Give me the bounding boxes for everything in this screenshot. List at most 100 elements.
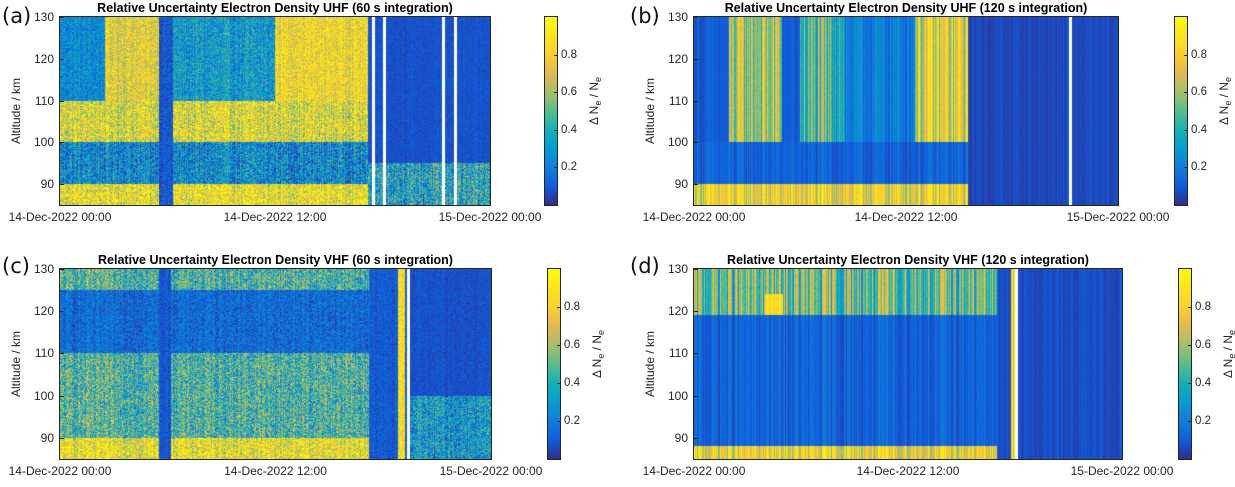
panel-label: (b) xyxy=(630,4,660,28)
x-tick-label: 15-Dec-2022 00:00 xyxy=(438,210,542,224)
colorbar-tick-label: 0.2 xyxy=(1195,415,1211,427)
colorbar-tick-label: 0.8 xyxy=(564,301,580,313)
y-tick-label: 130 xyxy=(667,262,688,276)
y-tick-mark xyxy=(694,17,698,18)
colorbar-tick-label: 0.6 xyxy=(1191,86,1207,99)
colorbar-tick-mark xyxy=(554,167,557,169)
colorbar-tick-mark xyxy=(1184,167,1187,169)
y-tick-label: 110 xyxy=(668,346,688,361)
colorbar-tick-mark xyxy=(557,421,560,422)
y-tick-label: 120 xyxy=(667,304,688,319)
y-axis-label: Altitude / km xyxy=(643,77,657,145)
chart-title: Relative Uncertainty Electron Density UH… xyxy=(97,1,453,15)
y-tick-label: 100 xyxy=(667,135,688,150)
colorbar-tick-mark xyxy=(557,307,560,308)
colorbar-tick-mark xyxy=(1184,92,1187,94)
heatmap-image xyxy=(694,269,1122,459)
colorbar-tick-mark xyxy=(557,345,560,346)
heatmap-image xyxy=(694,17,1118,205)
y-tick-mark xyxy=(694,395,698,397)
y-tick-mark xyxy=(60,269,64,270)
y-tick-label: 90 xyxy=(40,177,54,192)
colorbar xyxy=(1174,16,1188,206)
x-tick-label: 14-Dec-2022 12:00 xyxy=(856,464,960,478)
panel-label: (a) xyxy=(2,4,32,28)
y-tick-mark xyxy=(694,353,698,355)
y-tick-label: 120 xyxy=(33,304,54,319)
heatmap-plot-area xyxy=(693,268,1123,460)
y-axis-label: Altitude / km xyxy=(643,330,657,398)
x-tick-label: 14-Dec-2022 12:00 xyxy=(854,210,958,224)
y-tick-label: 120 xyxy=(33,51,54,66)
y-tick-label: 130 xyxy=(33,262,54,276)
colorbar xyxy=(547,268,561,460)
y-axis-label: Altitude / km xyxy=(9,330,23,398)
y-tick-mark xyxy=(60,58,64,60)
y-tick-mark xyxy=(694,437,698,439)
x-tick-label: 15-Dec-2022 00:00 xyxy=(1070,464,1174,478)
x-tick-label: 14-Dec-2022 00:00 xyxy=(642,464,746,478)
colorbar-tick-mark xyxy=(1188,307,1191,308)
colorbar-tick-label: 0.2 xyxy=(564,415,580,427)
colorbar-tick-label: 0.4 xyxy=(1191,123,1207,136)
y-tick-mark xyxy=(694,58,698,60)
y-tick-mark xyxy=(60,311,64,313)
panel-label: (c) xyxy=(2,254,30,278)
colorbar-tick-label: 0.8 xyxy=(561,48,577,61)
colorbar-tick-label: 0.8 xyxy=(1195,301,1211,313)
y-tick-mark xyxy=(694,269,698,270)
chart-title: Relative Uncertainty Electron Density VH… xyxy=(727,253,1089,267)
panel-label: (d) xyxy=(630,254,660,278)
heatmap-image xyxy=(60,17,490,205)
heatmap-plot-area xyxy=(59,268,492,460)
y-tick-label: 130 xyxy=(33,10,54,24)
x-tick-label: 14-Dec-2022 12:00 xyxy=(223,210,327,224)
colorbar-tick-label: 0.6 xyxy=(564,339,580,351)
colorbar-tick-label: 0.2 xyxy=(1191,161,1207,174)
colorbar-tick-mark xyxy=(1188,345,1191,346)
x-tick-label: 14-Dec-2022 00:00 xyxy=(8,464,112,478)
heatmap-plot-area xyxy=(693,16,1119,206)
colorbar-tick-label: 0.6 xyxy=(561,86,577,99)
colorbar-tick-mark xyxy=(554,129,557,131)
y-tick-label: 130 xyxy=(667,10,688,24)
colorbar-tick-label: 0.8 xyxy=(1191,48,1207,61)
colorbar-label: Δ Ne / Ne xyxy=(589,329,607,379)
y-tick-label: 110 xyxy=(668,93,688,108)
y-tick-label: 110 xyxy=(34,346,54,361)
colorbar xyxy=(544,16,558,206)
y-tick-mark xyxy=(60,17,64,18)
colorbar xyxy=(1178,268,1192,460)
y-tick-label: 90 xyxy=(674,177,688,192)
y-tick-label: 90 xyxy=(674,430,688,445)
y-tick-mark xyxy=(694,100,698,102)
y-tick-mark xyxy=(60,184,64,186)
y-tick-mark xyxy=(694,184,698,186)
y-tick-mark xyxy=(60,353,64,355)
colorbar-tick-label: 0.4 xyxy=(564,377,580,389)
y-tick-label: 100 xyxy=(667,388,688,403)
colorbar-label: Δ Ne / Ne xyxy=(586,76,604,126)
y-tick-mark xyxy=(60,100,64,102)
colorbar-label: Δ Ne / Ne xyxy=(1216,76,1234,126)
chart-title: Relative Uncertainty Electron Density UH… xyxy=(724,1,1088,15)
colorbar-tick-label: 0.2 xyxy=(561,161,577,174)
colorbar-tick-mark xyxy=(1188,421,1191,422)
x-tick-label: 15-Dec-2022 00:00 xyxy=(1066,210,1170,224)
x-tick-label: 14-Dec-2022 00:00 xyxy=(642,210,746,224)
colorbar-tick-mark xyxy=(554,54,557,56)
y-tick-mark xyxy=(60,437,64,439)
y-tick-label: 110 xyxy=(34,93,54,108)
colorbar-tick-label: 0.4 xyxy=(1195,377,1211,389)
y-tick-mark xyxy=(60,142,64,144)
y-tick-label: 90 xyxy=(40,430,54,445)
colorbar-label: Δ Ne / Ne xyxy=(1220,330,1235,379)
colorbar-tick-mark xyxy=(557,383,560,384)
colorbar-tick-label: 0.6 xyxy=(1195,339,1211,351)
y-tick-label: 100 xyxy=(33,135,54,150)
heatmap-image xyxy=(60,269,491,459)
y-tick-label: 120 xyxy=(667,51,688,66)
x-tick-label: 14-Dec-2022 12:00 xyxy=(224,464,327,478)
colorbar-tick-label: 0.4 xyxy=(561,123,577,136)
colorbar-tick-mark xyxy=(1184,54,1187,56)
